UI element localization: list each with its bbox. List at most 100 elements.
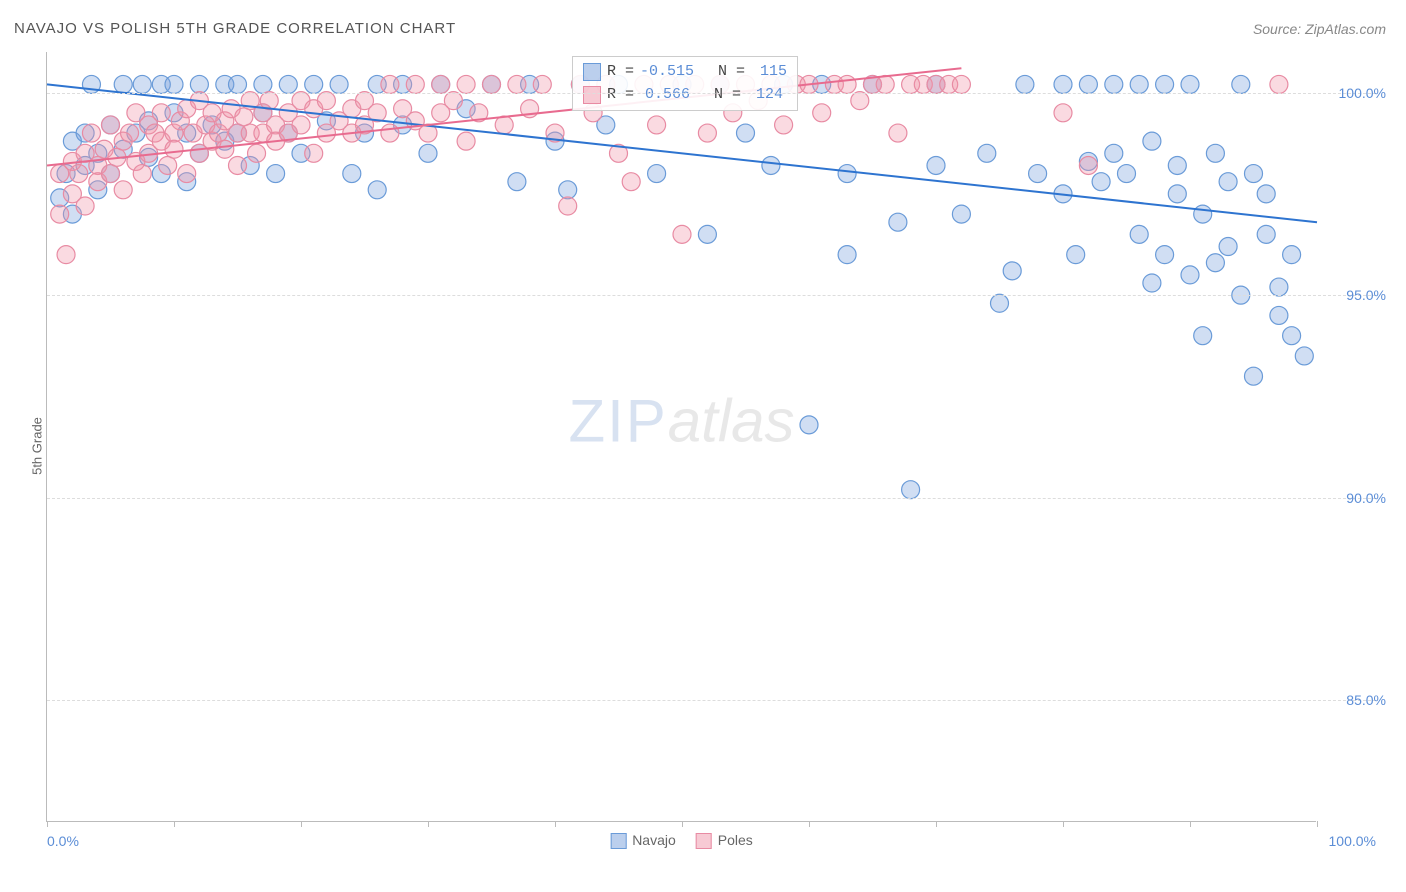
scatter-point bbox=[838, 246, 856, 264]
scatter-point bbox=[838, 165, 856, 183]
scatter-point bbox=[1003, 262, 1021, 280]
scatter-point bbox=[1194, 205, 1212, 223]
scatter-point bbox=[457, 75, 475, 93]
scatter-point bbox=[838, 75, 856, 93]
x-tick bbox=[1063, 821, 1064, 827]
scatter-point bbox=[292, 116, 310, 134]
scatter-point bbox=[1181, 75, 1199, 93]
stats-row: R =-0.515 N =115 bbox=[583, 61, 787, 84]
scatter-point bbox=[114, 75, 132, 93]
scatter-point bbox=[159, 156, 177, 174]
scatter-point bbox=[419, 144, 437, 162]
scatter-point bbox=[51, 205, 69, 223]
scatter-point bbox=[1219, 238, 1237, 256]
scatter-point bbox=[330, 75, 348, 93]
stats-r-label: R = bbox=[607, 84, 634, 107]
scatter-point bbox=[1283, 246, 1301, 264]
legend-bottom: Navajo Poles bbox=[610, 832, 753, 849]
scatter-point bbox=[1295, 347, 1313, 365]
x-tick bbox=[428, 821, 429, 827]
scatter-point bbox=[152, 104, 170, 122]
stats-n-value: 124 bbox=[747, 84, 783, 107]
scatter-point bbox=[1079, 75, 1097, 93]
scatter-point bbox=[952, 75, 970, 93]
y-axis-label: 5th Grade bbox=[29, 417, 44, 475]
scatter-point bbox=[673, 225, 691, 243]
scatter-point bbox=[1257, 225, 1275, 243]
gridline-h bbox=[47, 700, 1376, 701]
scatter-point bbox=[978, 144, 996, 162]
scatter-point bbox=[133, 75, 151, 93]
scatter-point bbox=[102, 165, 120, 183]
scatter-point bbox=[70, 165, 88, 183]
gridline-h bbox=[47, 498, 1376, 499]
scatter-point bbox=[1016, 75, 1034, 93]
scatter-point bbox=[381, 124, 399, 142]
scatter-point bbox=[1054, 75, 1072, 93]
x-tick bbox=[1190, 821, 1191, 827]
x-tick bbox=[174, 821, 175, 827]
scatter-point bbox=[952, 205, 970, 223]
scatter-point bbox=[483, 75, 501, 93]
scatter-point bbox=[1181, 266, 1199, 284]
scatter-point bbox=[1219, 173, 1237, 191]
y-tick-label: 85.0% bbox=[1346, 692, 1386, 708]
scatter-point bbox=[813, 104, 831, 122]
scatter-point bbox=[1092, 173, 1110, 191]
y-tick-label: 95.0% bbox=[1346, 287, 1386, 303]
scatter-point bbox=[1206, 144, 1224, 162]
x-tick bbox=[301, 821, 302, 827]
scatter-point bbox=[1156, 246, 1174, 264]
scatter-point bbox=[1105, 144, 1123, 162]
scatter-point bbox=[1257, 185, 1275, 203]
scatter-point bbox=[1029, 165, 1047, 183]
stats-n-value: 115 bbox=[751, 61, 787, 84]
source-attribution: Source: ZipAtlas.com bbox=[1253, 21, 1386, 37]
scatter-point bbox=[737, 124, 755, 142]
legend-swatch bbox=[610, 833, 626, 849]
stats-r-value: -0.515 bbox=[640, 61, 694, 84]
scatter-point bbox=[1232, 75, 1250, 93]
scatter-point bbox=[279, 75, 297, 93]
scatter-point bbox=[1143, 132, 1161, 150]
scatter-point bbox=[1245, 165, 1263, 183]
scatter-point bbox=[248, 144, 266, 162]
scatter-point bbox=[800, 416, 818, 434]
scatter-point bbox=[235, 108, 253, 126]
scatter-point bbox=[533, 75, 551, 93]
scatter-point bbox=[1118, 165, 1136, 183]
scatter-point bbox=[889, 124, 907, 142]
stats-r-label: R = bbox=[607, 61, 634, 84]
scatter-point bbox=[102, 116, 120, 134]
scatter-point bbox=[432, 75, 450, 93]
scatter-point bbox=[381, 75, 399, 93]
scatter-point bbox=[165, 75, 183, 93]
scatter-point bbox=[648, 116, 666, 134]
scatter-point bbox=[1206, 254, 1224, 272]
scatter-point bbox=[508, 173, 526, 191]
scatter-point bbox=[254, 75, 272, 93]
x-tick bbox=[555, 821, 556, 827]
x-axis-max-label: 100.0% bbox=[1329, 833, 1376, 849]
scatter-point bbox=[457, 132, 475, 150]
scatter-point bbox=[368, 181, 386, 199]
scatter-point bbox=[902, 481, 920, 499]
scatter-point bbox=[1168, 156, 1186, 174]
scatter-point bbox=[1067, 246, 1085, 264]
scatter-point bbox=[305, 144, 323, 162]
scatter-point bbox=[1270, 278, 1288, 296]
scatter-point bbox=[444, 92, 462, 110]
chart-header: NAVAJO VS POLISH 5TH GRADE CORRELATION C… bbox=[14, 20, 1386, 37]
legend-label: Navajo bbox=[632, 832, 676, 848]
legend-swatch bbox=[696, 833, 712, 849]
gridline-h bbox=[47, 295, 1376, 296]
scatter-point bbox=[508, 75, 526, 93]
legend-item: Poles bbox=[696, 832, 753, 849]
scatter-point bbox=[121, 124, 139, 142]
scatter-svg bbox=[47, 52, 1316, 821]
scatter-point bbox=[178, 165, 196, 183]
scatter-point bbox=[82, 124, 100, 142]
x-tick bbox=[682, 821, 683, 827]
y-tick-label: 100.0% bbox=[1339, 85, 1386, 101]
legend-item: Navajo bbox=[610, 832, 676, 849]
